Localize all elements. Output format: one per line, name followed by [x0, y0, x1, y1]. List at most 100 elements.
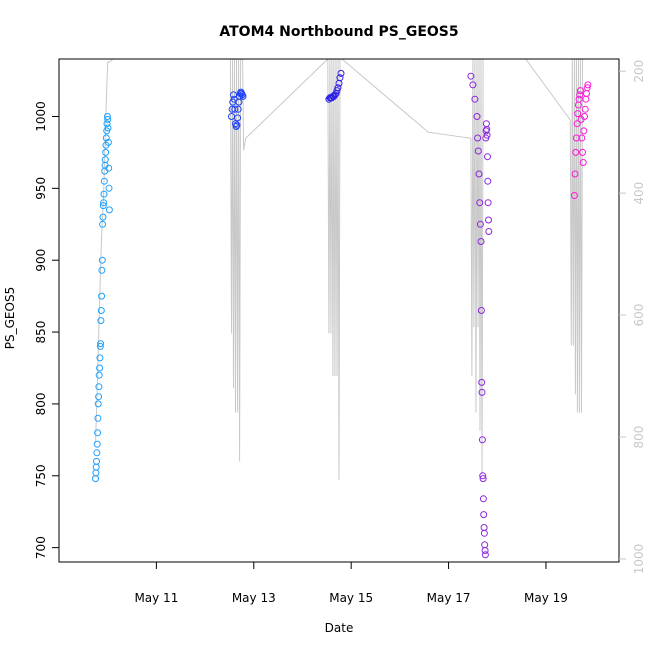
data-point — [102, 134, 110, 142]
data-point — [100, 190, 108, 198]
data-point — [481, 551, 489, 559]
y-axis-label: PS_GEOS5 — [3, 287, 17, 349]
data-point — [573, 120, 581, 128]
data-point — [484, 199, 492, 207]
data-point — [572, 134, 580, 142]
profile-line-layer — [95, 59, 583, 480]
data-point — [103, 120, 111, 128]
data-point — [485, 216, 492, 224]
x-axis-label: Date — [325, 621, 354, 635]
data-point — [484, 177, 492, 185]
data-point — [99, 220, 107, 228]
data-point — [234, 114, 242, 122]
data-point — [104, 115, 112, 123]
data-point — [93, 457, 100, 465]
data-point — [574, 110, 582, 118]
data-point — [477, 307, 485, 314]
data-points-layer — [92, 69, 592, 559]
data-point — [576, 91, 584, 99]
data-point — [481, 547, 489, 554]
x-axis: May 11 May 13 May 15 May 17 May 19 — [134, 562, 568, 605]
data-point — [473, 113, 481, 120]
chart-title: ATOM4 Northbound PS_GEOS5 — [219, 24, 458, 40]
data-point — [94, 414, 102, 422]
data-point — [467, 72, 475, 80]
data-point — [95, 371, 103, 379]
data-point — [571, 170, 579, 178]
data-point — [102, 148, 110, 156]
y2-tick-label: 400 — [632, 182, 646, 205]
y-tick-label: 700 — [34, 536, 48, 559]
data-point — [480, 529, 488, 537]
y-tick-label: 1000 — [34, 101, 48, 132]
x-tick-label: May 19 — [524, 591, 568, 605]
data-point — [334, 84, 342, 92]
data-point — [94, 400, 102, 408]
data-point — [99, 202, 107, 210]
y-axis-right: 200 400 600 800 1000 — [619, 60, 646, 574]
data-point — [93, 449, 101, 457]
plot-frame — [58, 58, 620, 563]
series-3 — [325, 69, 345, 103]
data-point — [101, 156, 109, 164]
data-point — [98, 266, 106, 274]
data-point — [97, 307, 105, 314]
y-tick-label: 800 — [34, 392, 48, 415]
data-point — [578, 134, 586, 142]
data-point — [96, 364, 104, 372]
data-point — [478, 378, 486, 386]
series-1 — [92, 113, 113, 483]
data-point — [485, 228, 493, 235]
data-point — [100, 177, 108, 185]
data-point — [94, 429, 102, 437]
data-point — [337, 69, 345, 77]
data-point — [93, 440, 101, 448]
y2-tick-label: 200 — [632, 60, 646, 83]
data-point — [581, 113, 588, 120]
series-2 — [228, 88, 247, 130]
y2-tick-label: 1000 — [632, 544, 646, 575]
x-tick-label: May 13 — [232, 591, 276, 605]
data-point — [474, 147, 482, 155]
data-point — [100, 199, 108, 207]
x-tick-label: May 17 — [427, 591, 471, 605]
data-point — [98, 256, 106, 264]
data-point — [478, 388, 486, 396]
y-tick-label: 950 — [34, 177, 48, 200]
data-point — [336, 74, 344, 82]
y2-tick-label: 600 — [632, 304, 646, 327]
profile-line — [95, 59, 583, 480]
data-point — [483, 131, 491, 139]
data-point — [471, 95, 479, 103]
data-point — [469, 81, 477, 89]
y-axis-left: 700 750 800 850 900 950 1000 — [34, 101, 59, 559]
data-point — [579, 159, 587, 166]
data-point — [97, 340, 105, 348]
data-point — [96, 342, 104, 350]
data-point — [572, 148, 580, 156]
y-tick-label: 750 — [34, 464, 48, 487]
data-point — [479, 472, 487, 480]
y-tick-label: 900 — [34, 249, 48, 272]
data-point — [104, 138, 112, 146]
data-point — [476, 199, 484, 207]
data-point — [331, 91, 339, 99]
data-point — [474, 134, 482, 142]
data-point — [580, 127, 588, 135]
data-point — [333, 87, 341, 95]
data-point — [105, 206, 113, 214]
data-point — [479, 495, 487, 503]
data-point — [479, 475, 487, 483]
data-point — [105, 184, 113, 192]
data-point — [95, 383, 103, 391]
data-point — [234, 105, 242, 113]
data-point — [584, 81, 592, 89]
data-point — [484, 153, 491, 161]
data-point — [583, 84, 591, 92]
data-point — [231, 105, 239, 113]
data-point — [104, 124, 112, 132]
data-point — [233, 121, 241, 129]
